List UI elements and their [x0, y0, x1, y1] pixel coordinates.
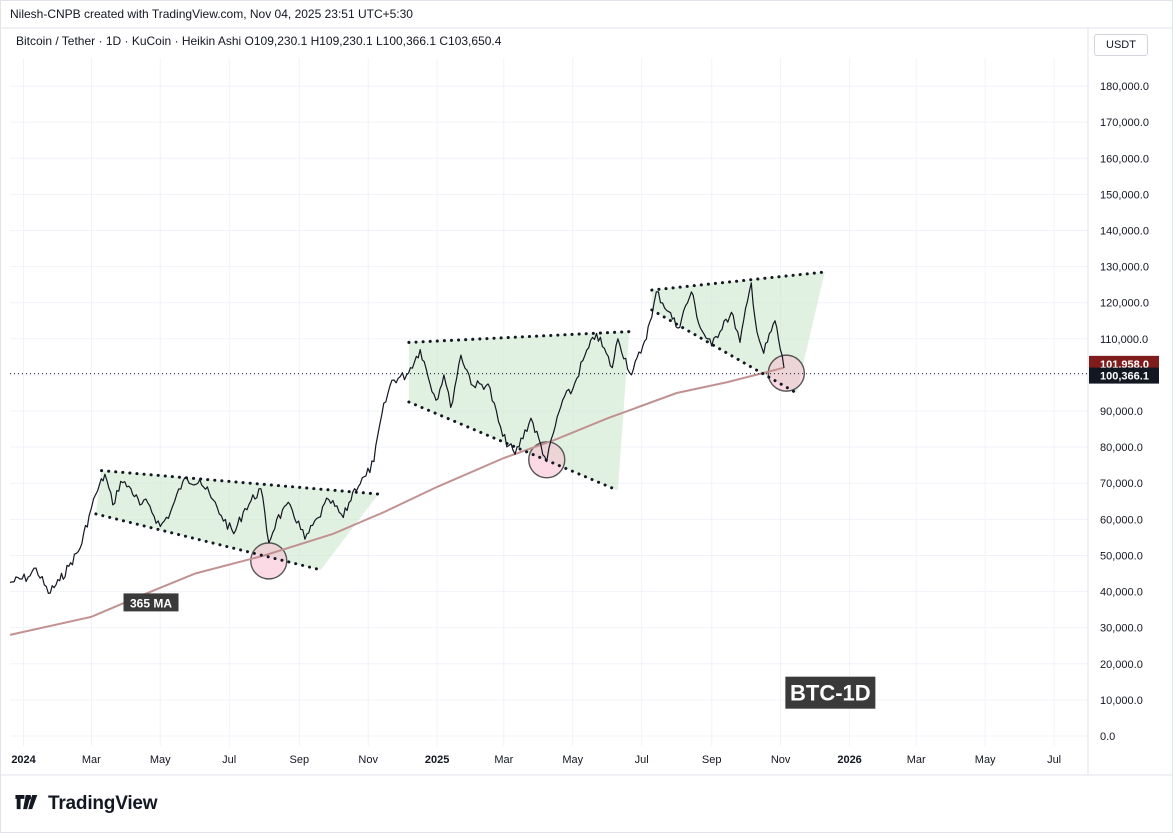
- tradingview-wordmark: TradingView: [48, 793, 158, 814]
- symbol-legend[interactable]: Bitcoin / Tether · 1D · KuCoin · Heikin …: [16, 34, 502, 48]
- x-tick-label: Mar: [82, 754, 101, 766]
- x-tick-label: Nov: [358, 754, 378, 766]
- x-tick-label: 2024: [11, 754, 36, 766]
- pattern-upper-trendline-3: [650, 270, 827, 292]
- x-tick-label: May: [150, 754, 171, 766]
- x-tick-label: Sep: [702, 754, 722, 766]
- pattern-lower-trendline-3: [650, 308, 798, 395]
- x-tick-label: Sep: [289, 754, 309, 766]
- y-tick-label: 90,000.0: [1100, 406, 1143, 418]
- x-tick-label: 2025: [425, 754, 449, 766]
- y-tick-label: 180,000.0: [1100, 81, 1149, 93]
- x-tick-label: Jul: [222, 754, 236, 766]
- y-tick-label: 30,000.0: [1100, 623, 1143, 635]
- pattern-lower-trendline-2: [407, 400, 620, 492]
- y-tick-label: 0.0: [1100, 731, 1115, 743]
- y-tick-label: 70,000.0: [1100, 478, 1143, 490]
- price-line: [9, 282, 785, 595]
- x-tick-label: Nov: [771, 754, 791, 766]
- y-tick-label: 80,000.0: [1100, 442, 1143, 454]
- x-tick-label: Jul: [635, 754, 649, 766]
- x-tick-label: May: [975, 754, 996, 766]
- x-tick-label: Mar: [494, 754, 513, 766]
- y-tick-label: 160,000.0: [1100, 153, 1149, 165]
- timeframe-label-box: [785, 676, 876, 709]
- pattern-fill-2: [408, 331, 630, 491]
- y-tick-label: 170,000.0: [1100, 117, 1149, 129]
- y-tick-label: 110,000.0: [1100, 334, 1148, 346]
- x-tick-label: Jul: [1047, 754, 1061, 766]
- y-tick-label: 140,000.0: [1100, 225, 1149, 237]
- tradingview-logo-icon: [15, 795, 38, 810]
- ma-label-box: [123, 593, 179, 612]
- x-tick-label: May: [562, 754, 583, 766]
- y-tick-label: 50,000.0: [1100, 550, 1143, 562]
- y-tick-label: 120,000.0: [1100, 298, 1149, 310]
- price-marker-label-2: 100,366.1: [1100, 371, 1149, 383]
- x-tick-label: Mar: [907, 754, 926, 766]
- pattern-fill-1: [95, 470, 379, 570]
- y-tick-label: 20,000.0: [1100, 659, 1143, 671]
- moving-average-line: [9, 366, 785, 636]
- chart-creator-line: Nilesh-CNPB created with TradingView.com…: [10, 7, 413, 21]
- y-tick-label: 60,000.0: [1100, 514, 1143, 526]
- y-tick-label: 10,000.0: [1100, 695, 1143, 707]
- ma-label: 365 MA: [130, 596, 172, 610]
- y-tick-label: 150,000.0: [1100, 189, 1149, 201]
- price-marker-2: [1089, 367, 1159, 384]
- y-tick-label: 40,000.0: [1100, 587, 1143, 599]
- x-tick-label: 2026: [837, 754, 861, 766]
- pattern-lower-trendline-1: [94, 512, 323, 572]
- tradingview-logo[interactable]: TradingView: [12, 792, 158, 816]
- currency-selector[interactable]: USDT: [1094, 34, 1148, 56]
- y-tick-label: 130,000.0: [1100, 262, 1149, 274]
- pattern-upper-trendline-2: [407, 330, 631, 344]
- timeframe-label: BTC-1D: [790, 681, 871, 706]
